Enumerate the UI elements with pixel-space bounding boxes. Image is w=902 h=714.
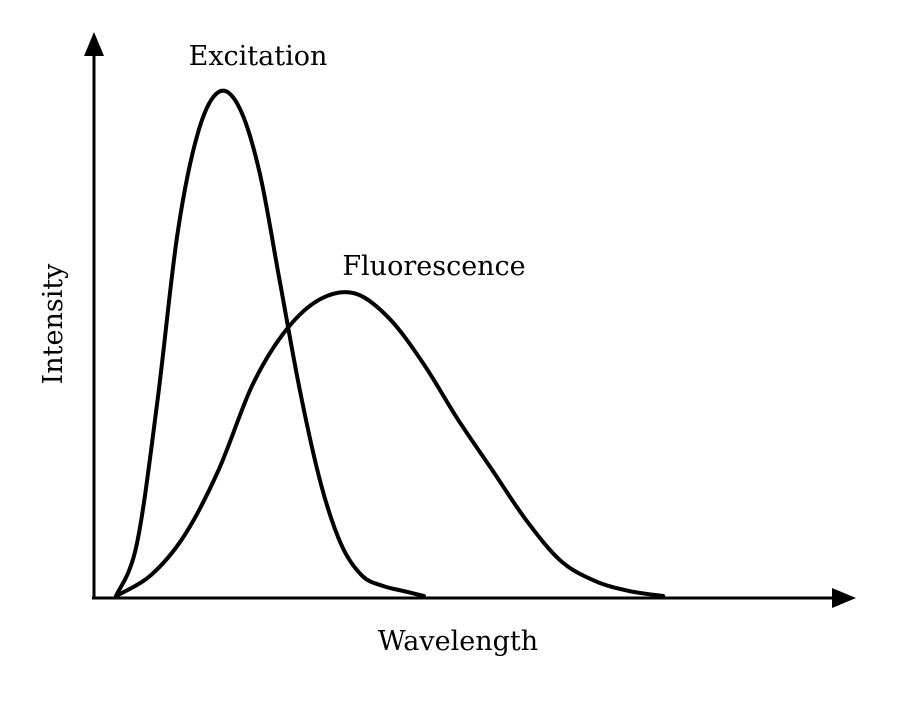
series-line-excitation <box>114 88 426 598</box>
y-axis-arrowhead <box>84 32 104 56</box>
axes <box>84 32 856 608</box>
series-lines <box>114 88 666 598</box>
y-axis-label: Intensity <box>38 263 69 385</box>
series-label-fluorescence: Fluorescence <box>342 251 525 282</box>
x-axis-arrowhead <box>832 588 856 608</box>
series-label-excitation: Excitation <box>189 41 328 72</box>
x-axis-label: Wavelength <box>378 626 538 657</box>
series-line-fluorescence <box>114 290 666 598</box>
